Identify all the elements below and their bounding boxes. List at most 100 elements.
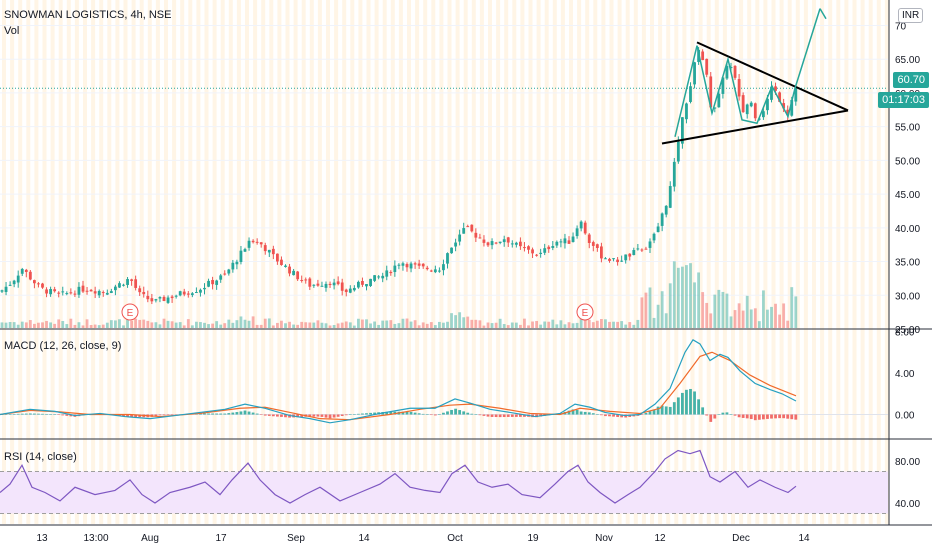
volume-bar [466,316,470,328]
macd-histogram-bar [20,413,24,415]
candle-body [85,290,89,292]
rsi-band [0,471,888,514]
volume-bar [138,319,142,328]
macd-histogram-bar [365,413,368,415]
macd-histogram-bar [348,414,352,415]
macd-histogram-bar [612,414,615,417]
volume-bar [154,322,158,328]
macd-axis-tick-label: 8.00 [895,328,915,339]
candle-body [328,283,332,285]
candle-body [446,253,449,264]
rsi-title: RSI (14, close) [4,451,77,463]
volume-bar [458,312,462,328]
earnings-marker: E [576,303,594,321]
time-axis-tick-label: Oct [447,533,463,544]
currency-badge[interactable]: INR [898,8,924,23]
time-axis-tick-label: Aug [141,533,159,544]
volume-bar [316,320,320,328]
volume-bar [203,322,206,328]
volume-bar [308,322,312,328]
volume-bar [292,324,295,328]
macd-histogram-bar [409,411,413,415]
macd-histogram-bar [405,411,409,415]
earnings-marker-circle [121,303,139,321]
volume-bar [502,324,506,328]
macd-histogram-bar [713,414,717,419]
volume-bar [304,322,308,328]
volume-bar [336,323,340,328]
macd-histogram-bar [506,414,510,417]
volume-bar [211,323,214,328]
candle-body [61,291,65,293]
macd-histogram-bar [660,405,664,415]
triangle-upper-line [696,41,849,112]
volume-bar [73,324,77,328]
macd-histogram-bar [203,413,206,415]
volume-bar [361,319,364,328]
macd-axis-tick-label: 4.00 [895,369,915,380]
candle-body [616,259,619,263]
macd-histogram-bar [33,413,36,415]
candle-body [502,239,506,243]
macd-histogram-bar [741,414,745,418]
macd-histogram-bar [207,413,210,415]
macd-histogram-bar [498,414,502,418]
macd-histogram-bar [786,414,790,419]
macd-histogram-bar [737,414,741,418]
macd-histogram-bar [721,412,725,415]
macd-histogram-bar [53,414,57,415]
volume-bar [186,319,190,328]
candle-body [49,289,52,295]
macd-histogram-bar [425,414,429,415]
candle-body [199,289,202,293]
macd-histogram-bar [320,414,324,417]
macd-histogram-bar [514,414,518,417]
volume-bar [697,272,700,328]
volume-bar [749,309,753,328]
candle-body [24,269,28,272]
volume-bar [65,324,69,328]
volume-bar [413,320,417,328]
macd-histogram-bar [166,414,170,415]
macd-axis-tick-label: 0.00 [895,411,915,422]
macd-histogram-bar [158,414,162,416]
candle-body [122,284,125,286]
candle-body [150,298,154,302]
volume-bar [640,297,644,328]
candle-body [636,248,640,250]
candle-body [357,281,360,288]
volume-bar [579,312,583,328]
candle-body [656,226,660,233]
candle-body [296,271,300,280]
volume-bar [519,324,522,328]
candle-body [178,291,182,296]
macd-histogram-bar [126,414,129,417]
macd-histogram-bar [231,412,235,415]
macd-histogram-bar [502,414,506,418]
price-axis-tick-label: 45.00 [895,190,920,201]
macd-histogram-bar [482,414,486,416]
candle-body [292,270,295,276]
macd-histogram-bar [352,414,356,415]
macd-histogram-bar [134,414,138,418]
macd-histogram-bar [41,413,44,415]
candle-body [134,279,138,288]
volume-bar [790,287,794,328]
volume-bar [506,325,510,328]
volume-bar [389,320,393,328]
volume-bar [385,320,389,328]
candle-body [498,241,502,243]
volume-bar [551,319,555,328]
candle-body [571,236,575,243]
volume-bar [0,322,4,328]
volume-bar [547,321,551,328]
volume-bar [57,319,61,328]
volume-bar [28,320,32,328]
candle-body [33,280,36,284]
macd-line [0,338,797,424]
candle-body [162,296,166,302]
macd-histogram-bar [676,397,680,415]
macd-histogram-bar [288,414,291,418]
candle-body [377,276,381,278]
